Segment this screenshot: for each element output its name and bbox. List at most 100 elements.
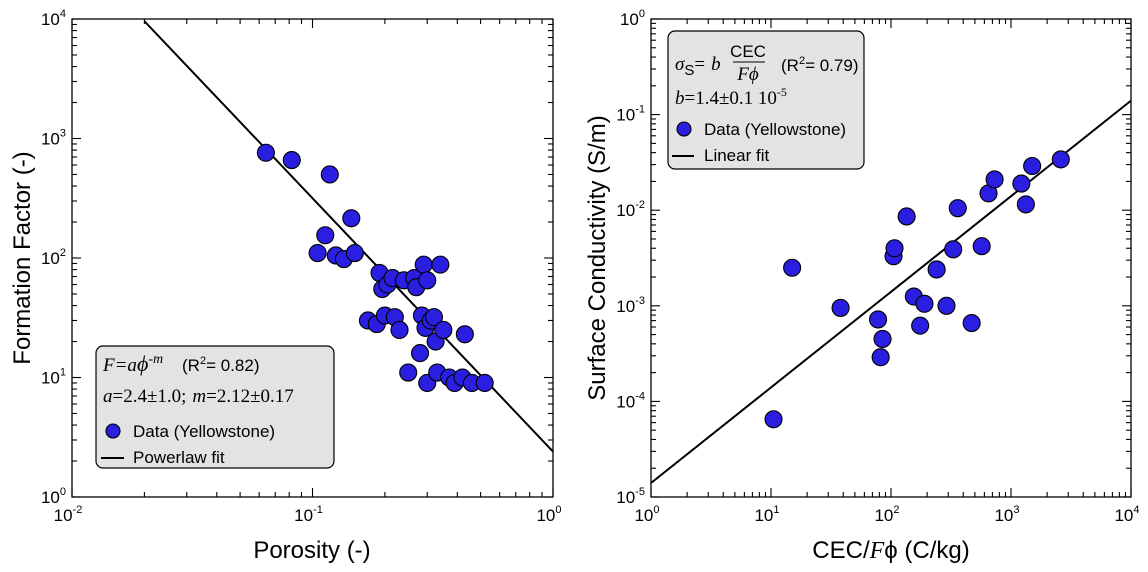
data-point bbox=[434, 320, 453, 339]
tick-base: 10 bbox=[536, 506, 555, 525]
y-tick-label: 10-4 bbox=[616, 390, 645, 411]
tick-exponent: 2 bbox=[893, 504, 899, 516]
tick-base: 10 bbox=[41, 130, 60, 149]
y-tick-label: 103 bbox=[41, 128, 66, 149]
data-point bbox=[869, 310, 888, 329]
tick-base: 10 bbox=[874, 506, 893, 525]
data-points bbox=[256, 143, 494, 393]
tick-base: 10 bbox=[616, 201, 635, 220]
tick-exponent: -1 bbox=[635, 104, 645, 116]
data-point bbox=[342, 209, 361, 228]
data-point bbox=[475, 373, 494, 393]
y-tick-label: 10-5 bbox=[616, 486, 645, 507]
data-point bbox=[985, 170, 1004, 189]
data-point bbox=[316, 226, 335, 245]
legend-fit-label: Linear fit bbox=[704, 146, 769, 165]
y-axis-label: Surface Conductivity (S/m) bbox=[584, 115, 611, 400]
frac-phi: ϕ bbox=[749, 64, 759, 85]
legend-r2: (R2= 0.79) bbox=[781, 55, 858, 75]
data-point bbox=[911, 316, 930, 335]
tick-base: 10 bbox=[754, 506, 773, 525]
eq-equals: = bbox=[694, 54, 705, 75]
r2-value: = 0.79) bbox=[805, 56, 858, 75]
x-tick-label: 100 bbox=[634, 504, 659, 525]
tick-exponent: 0 bbox=[653, 504, 659, 516]
y-tick-label: 100 bbox=[41, 486, 66, 507]
data-point bbox=[256, 143, 275, 162]
tick-base: 10 bbox=[616, 488, 635, 507]
y-tick-label: 101 bbox=[41, 367, 66, 388]
legend-data-label: Data (Yellowstone) bbox=[704, 120, 846, 139]
data-point bbox=[320, 165, 339, 184]
tick-base: 10 bbox=[1114, 506, 1133, 525]
tick-exponent: -1 bbox=[313, 504, 323, 516]
frac-denominator: Fϕ bbox=[736, 64, 759, 85]
data-point bbox=[345, 244, 364, 263]
legend: F=aϕ-m (R2= 0.82) a=2.4±1.0; m=2.12±0.17 … bbox=[95, 345, 335, 469]
tick-exponent: 1 bbox=[773, 504, 779, 516]
x-tick-label: 103 bbox=[994, 504, 1019, 525]
legend-data-label: Data (Yellowstone) bbox=[133, 422, 275, 441]
x-tick-label: 104 bbox=[1114, 504, 1139, 525]
tick-exponent: -3 bbox=[635, 295, 645, 307]
param-b-exponent: -5 bbox=[777, 85, 787, 99]
y-tick-label: 102 bbox=[41, 247, 66, 268]
data-point bbox=[831, 298, 850, 317]
r2-sup: 2 bbox=[200, 355, 206, 367]
tick-base: 10 bbox=[620, 10, 639, 29]
legend-equation: σS= b bbox=[675, 54, 721, 79]
eq-sub: S bbox=[684, 62, 694, 79]
legend-box bbox=[667, 30, 865, 170]
r2-sup: 2 bbox=[799, 55, 805, 67]
tick-exponent: 3 bbox=[1013, 504, 1019, 516]
data-point bbox=[308, 244, 327, 263]
tick-exponent: 3 bbox=[60, 128, 66, 140]
tick-base: 10 bbox=[41, 10, 60, 29]
frac-numerator: CEC bbox=[730, 42, 766, 61]
tick-exponent: -4 bbox=[635, 390, 645, 402]
data-point bbox=[915, 294, 934, 313]
tick-exponent: 4 bbox=[60, 8, 66, 20]
tick-base: 10 bbox=[294, 506, 313, 525]
data-point bbox=[390, 320, 409, 339]
y-tick-label: 10-1 bbox=[616, 104, 645, 125]
data-point bbox=[897, 207, 916, 226]
data-point bbox=[948, 199, 967, 218]
legend-data-marker bbox=[676, 121, 692, 137]
x-tick-label: 102 bbox=[874, 504, 899, 525]
eq-sigma: σ bbox=[675, 54, 685, 75]
data-point bbox=[871, 348, 890, 367]
tick-base: 10 bbox=[54, 506, 73, 525]
data-point bbox=[764, 410, 783, 429]
eq-exponent: -m bbox=[148, 352, 163, 367]
data-point bbox=[399, 363, 418, 382]
x-tick-label: 100 bbox=[536, 504, 561, 525]
data-point bbox=[962, 314, 981, 333]
data-point bbox=[944, 240, 963, 259]
data-point bbox=[937, 296, 956, 315]
tick-base: 10 bbox=[41, 488, 60, 507]
plot-frame bbox=[71, 18, 554, 498]
param-a: a bbox=[103, 386, 113, 407]
eq-phi: ϕ bbox=[137, 351, 148, 376]
data-point bbox=[1012, 174, 1031, 193]
data-point bbox=[282, 151, 301, 170]
legend-r2: (R2= 0.82) bbox=[182, 355, 259, 375]
data-point bbox=[455, 325, 474, 344]
data-point bbox=[424, 308, 444, 327]
tick-base: 10 bbox=[616, 106, 635, 125]
data-point bbox=[1016, 195, 1035, 214]
tick-exponent: 0 bbox=[639, 8, 645, 20]
data-point bbox=[414, 255, 433, 274]
xlabel-prefix: CEC/ bbox=[812, 537, 870, 564]
data-point bbox=[418, 271, 437, 290]
x-axis-label: Porosity (-) bbox=[253, 537, 370, 564]
r2-prefix: (R bbox=[781, 56, 799, 75]
data-point bbox=[783, 258, 802, 277]
legend: σS= b CEC Fϕ (R2= 0.79) b=1.4±0.1 10-5 Da… bbox=[667, 30, 865, 170]
legend-box bbox=[95, 345, 335, 469]
param-a-value: =2.4±1.0; bbox=[113, 386, 187, 407]
legend-params: b=1.4±0.1 10-5 bbox=[675, 85, 787, 109]
data-point bbox=[873, 329, 892, 349]
